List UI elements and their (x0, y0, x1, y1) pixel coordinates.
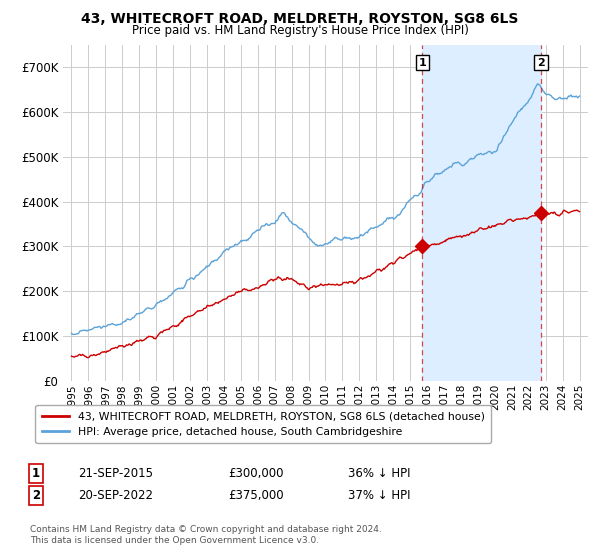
Text: 1: 1 (32, 466, 40, 480)
Text: 1: 1 (418, 58, 426, 68)
Legend: 43, WHITECROFT ROAD, MELDRETH, ROYSTON, SG8 6LS (detached house), HPI: Average p: 43, WHITECROFT ROAD, MELDRETH, ROYSTON, … (35, 405, 491, 444)
Text: 2: 2 (537, 58, 545, 68)
Text: 37% ↓ HPI: 37% ↓ HPI (348, 489, 410, 502)
Text: Contains HM Land Registry data © Crown copyright and database right 2024.
This d: Contains HM Land Registry data © Crown c… (30, 525, 382, 545)
Text: £300,000: £300,000 (228, 466, 284, 480)
Text: 36% ↓ HPI: 36% ↓ HPI (348, 466, 410, 480)
Text: 21-SEP-2015: 21-SEP-2015 (78, 466, 153, 480)
Text: 2: 2 (32, 489, 40, 502)
Text: Price paid vs. HM Land Registry's House Price Index (HPI): Price paid vs. HM Land Registry's House … (131, 24, 469, 36)
Text: £375,000: £375,000 (228, 489, 284, 502)
Bar (422, 45, 541, 381)
Text: 43, WHITECROFT ROAD, MELDRETH, ROYSTON, SG8 6LS: 43, WHITECROFT ROAD, MELDRETH, ROYSTON, … (82, 12, 518, 26)
Text: 20-SEP-2022: 20-SEP-2022 (78, 489, 153, 502)
